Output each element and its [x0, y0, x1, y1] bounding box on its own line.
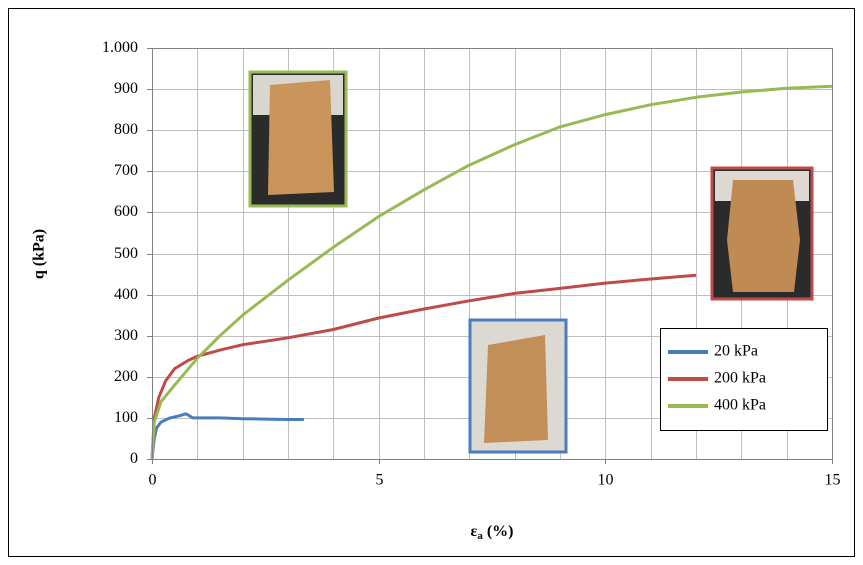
y-tick-label: 400: [114, 286, 138, 303]
x-subscript: a: [477, 530, 483, 542]
legend-label: 200 kPa: [714, 370, 766, 387]
y-tick-label: 700: [114, 162, 138, 179]
y-tick-label: 100: [114, 409, 138, 426]
y-tick-label: 600: [114, 203, 138, 220]
photo-red: [710, 166, 814, 301]
series-line: [150, 273, 697, 460]
x-tick-label: 15: [825, 472, 841, 489]
photo-blue: [468, 318, 568, 454]
plot-border: [152, 48, 833, 460]
y-tick-label: 500: [114, 245, 138, 262]
series-line: [150, 412, 304, 460]
x-axis-title: εa (%): [471, 523, 514, 542]
y-tick-label: 300: [114, 327, 138, 344]
y-tick-label: 0: [130, 450, 138, 467]
x-tick-label: 5: [376, 472, 384, 489]
x-tick-label: 0: [149, 472, 157, 489]
legend-label: 20 kPa: [714, 343, 758, 360]
series-line: [150, 84, 833, 460]
y-tick-label: 1.000: [102, 39, 138, 56]
x-symbol: ε: [471, 523, 478, 540]
lines-group: [150, 84, 833, 460]
photo-green: [248, 70, 348, 208]
x-tick-label: 10: [598, 472, 614, 489]
y-axis-title: q (kPa): [31, 229, 48, 279]
y-tick-label: 900: [114, 80, 138, 97]
y-tick-label: 800: [114, 121, 138, 138]
y-tick-label: 200: [114, 368, 138, 385]
legend-label: 400 kPa: [714, 397, 766, 414]
x-unit: (%): [487, 523, 514, 540]
